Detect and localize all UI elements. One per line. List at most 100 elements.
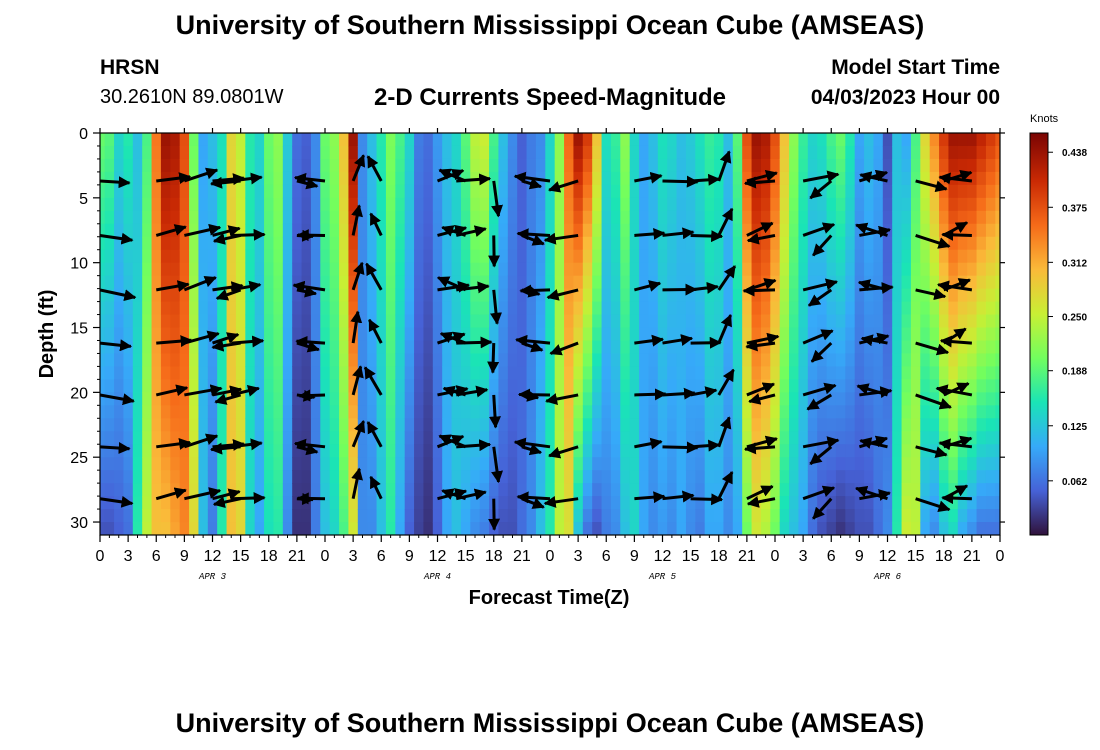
heat-cell	[189, 457, 200, 471]
heat-cell	[985, 236, 996, 251]
heat-cell	[423, 327, 434, 342]
heat-cell	[498, 184, 509, 199]
heat-cell	[573, 314, 584, 329]
heat-cell	[798, 483, 809, 497]
heat-cell	[179, 496, 190, 510]
heat-cell	[160, 509, 171, 523]
heat-cell	[432, 262, 443, 277]
vector-arrow	[156, 172, 192, 185]
heat-cell	[535, 145, 546, 160]
heat-cell	[948, 444, 959, 458]
vector-arrow	[183, 167, 219, 183]
heat-cell	[798, 379, 809, 393]
heat-cell	[957, 262, 968, 277]
heat-cell	[760, 470, 771, 484]
heat-cell	[732, 470, 743, 484]
x-tick-label: 21	[513, 548, 531, 565]
heat-cell	[639, 223, 650, 238]
heat-cell	[160, 470, 171, 484]
heat-cell	[798, 496, 809, 510]
heat-cell	[929, 249, 940, 264]
heat-cell	[357, 288, 368, 303]
heat-cell	[348, 353, 359, 368]
heat-cell	[892, 457, 903, 471]
vector-arrow	[802, 382, 837, 397]
heat-cell	[592, 301, 603, 316]
heat-cell	[357, 145, 368, 160]
heat-cell	[610, 249, 621, 264]
heat-cell	[507, 392, 518, 406]
heat-cell	[376, 184, 387, 199]
heat-cell	[798, 210, 809, 225]
heat-cell	[104, 470, 115, 484]
heat-cell	[929, 210, 940, 225]
heat-cell	[479, 314, 490, 329]
heat-cell	[732, 275, 743, 290]
heat-cell	[620, 366, 631, 380]
heat-cell	[489, 145, 500, 160]
heat-cell	[798, 223, 809, 238]
heat-cell	[592, 145, 603, 160]
heat-cell	[639, 145, 650, 160]
heat-cell	[573, 288, 584, 303]
vector-arrow	[717, 368, 735, 396]
heat-cell	[189, 483, 200, 497]
heat-cell	[282, 405, 293, 419]
heat-cell	[760, 522, 771, 535]
heat-cell	[245, 405, 256, 419]
vector-arrow	[487, 343, 500, 374]
heat-cell	[479, 197, 490, 212]
heat-cell	[142, 366, 153, 380]
heat-cell	[357, 275, 368, 290]
heat-cell	[845, 197, 856, 212]
vector-arrow	[515, 334, 551, 347]
heat-cell	[629, 171, 640, 186]
heat-cell	[132, 145, 143, 160]
heat-cell	[273, 392, 284, 406]
heat-cell	[348, 457, 359, 471]
heat-cell	[620, 262, 631, 277]
heat-cell	[667, 340, 678, 355]
heat-cell	[835, 275, 846, 290]
heat-cell	[742, 197, 753, 212]
heat-cell	[264, 483, 275, 497]
heat-cell	[310, 405, 321, 419]
heat-cell	[414, 483, 425, 497]
heat-cell	[610, 509, 621, 523]
heat-cell	[742, 366, 753, 380]
heat-cell	[835, 314, 846, 329]
heat-cell	[601, 171, 612, 186]
heat-cell	[967, 366, 978, 380]
heat-cell	[695, 340, 706, 355]
heat-cell	[460, 457, 471, 471]
heat-cell	[901, 496, 912, 510]
heat-cell	[385, 353, 396, 368]
heat-cell	[301, 418, 312, 432]
heat-cell	[592, 509, 603, 523]
heat-cell	[460, 158, 471, 173]
heat-cell	[254, 327, 265, 342]
vector-arrow	[184, 487, 222, 501]
heat-cell	[667, 275, 678, 290]
heat-cell	[629, 301, 640, 316]
heat-cell	[582, 314, 593, 329]
heat-cell	[395, 444, 406, 458]
vector-arrow	[743, 442, 776, 455]
heat-cell	[123, 210, 134, 225]
heat-cell	[676, 340, 687, 355]
heat-cell	[948, 288, 959, 303]
heat-cell	[704, 210, 715, 225]
heat-cell	[198, 327, 209, 342]
heat-cell	[160, 392, 171, 406]
heat-cell	[198, 431, 209, 445]
heat-cell	[123, 249, 134, 264]
heat-cell	[357, 340, 368, 355]
heat-cell	[939, 249, 950, 264]
heat-cell	[985, 145, 996, 160]
heat-cell	[948, 145, 959, 160]
heat-cell	[114, 340, 125, 355]
vector-arrow	[156, 335, 193, 348]
heat-cell	[535, 288, 546, 303]
heat-cell	[798, 457, 809, 471]
heat-cell	[507, 236, 518, 251]
